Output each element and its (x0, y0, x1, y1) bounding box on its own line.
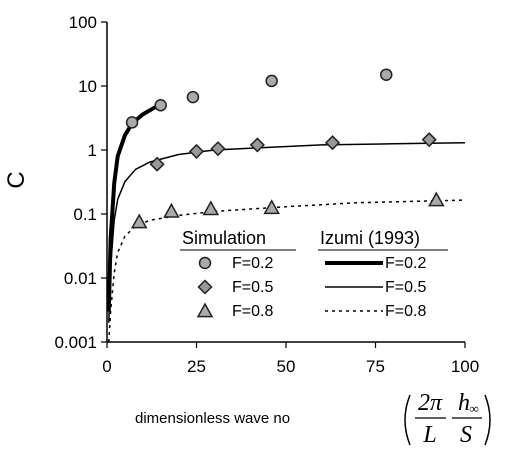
x-axis-label: dimensionless wave no (135, 410, 290, 427)
legend-marker-F=0.5 (197, 279, 213, 295)
data-point-F=0.2 (125, 116, 139, 129)
data-point-F=0.8 (428, 191, 445, 207)
x-axis-formula: 2π L h ∞ S (404, 390, 491, 448)
data-point-F=0.2 (379, 68, 393, 81)
data-point-F=0.5 (249, 137, 265, 153)
x-tick-label: 75 (366, 357, 385, 376)
y-tick-label: 1 (88, 141, 97, 160)
legend-label-simulation: F=0.5 (232, 279, 273, 296)
legend-label-izumi: F=0.5 (385, 279, 426, 296)
data-point-F=0.2 (154, 99, 167, 112)
legend-label-simulation: F=0.2 (232, 255, 273, 272)
y-tick-label: 0.001 (54, 333, 97, 352)
simulation-points (125, 68, 445, 229)
legend-marker-F=0.8 (196, 302, 214, 318)
formula-den1: L (422, 422, 436, 448)
data-point-F=0.8 (202, 200, 220, 216)
y-axis-label: C (3, 171, 30, 188)
y-tick-label: 0.1 (73, 205, 97, 224)
data-point-F=0.8 (263, 199, 280, 215)
model-line-F=0.2 (106, 102, 162, 312)
y-tick-label: 0.01 (64, 269, 97, 288)
data-point-F=0.8 (163, 202, 180, 218)
legend-label-izumi: F=0.2 (385, 255, 426, 272)
formula-num1: 2π (418, 390, 443, 416)
data-point-F=0.5 (149, 156, 165, 172)
data-point-F=0.5 (210, 141, 226, 157)
model-lines (106, 102, 466, 343)
legend-marker-F=0.2 (198, 256, 212, 270)
x-tick-label: 100 (451, 357, 479, 376)
formula-num2-sub: ∞ (469, 401, 478, 416)
data-point-F=0.5 (188, 143, 205, 159)
data-point-F=0.5 (324, 135, 341, 151)
model-line-F=0.5 (108, 141, 466, 323)
y-tick-label: 10 (78, 77, 97, 96)
axes: 0.001 0.01 0.1 1 10 100 0 25 50 75 100 (54, 13, 479, 376)
legend-header-simulation: Simulation (182, 228, 266, 248)
x-tick-label: 25 (187, 357, 206, 376)
x-tick-label: 50 (277, 357, 296, 376)
data-point-F=0.5 (421, 132, 437, 148)
legend-header-izumi: Izumi (1993) (320, 228, 420, 248)
legend-label-simulation: F=0.8 (232, 303, 273, 320)
data-point-F=0.2 (265, 74, 278, 88)
formula-den2: S (460, 422, 472, 448)
x-tick-label: 0 (102, 357, 111, 376)
legend-label-izumi: F=0.8 (385, 303, 426, 320)
formula-num2: h (458, 390, 470, 416)
legend: Simulation Izumi (1993) F=0.2 F=0.5 F=0.8 F=0… (180, 228, 448, 320)
data-point-F=0.8 (130, 213, 148, 229)
y-tick-label: 100 (69, 13, 97, 32)
data-point-F=0.2 (186, 90, 200, 104)
